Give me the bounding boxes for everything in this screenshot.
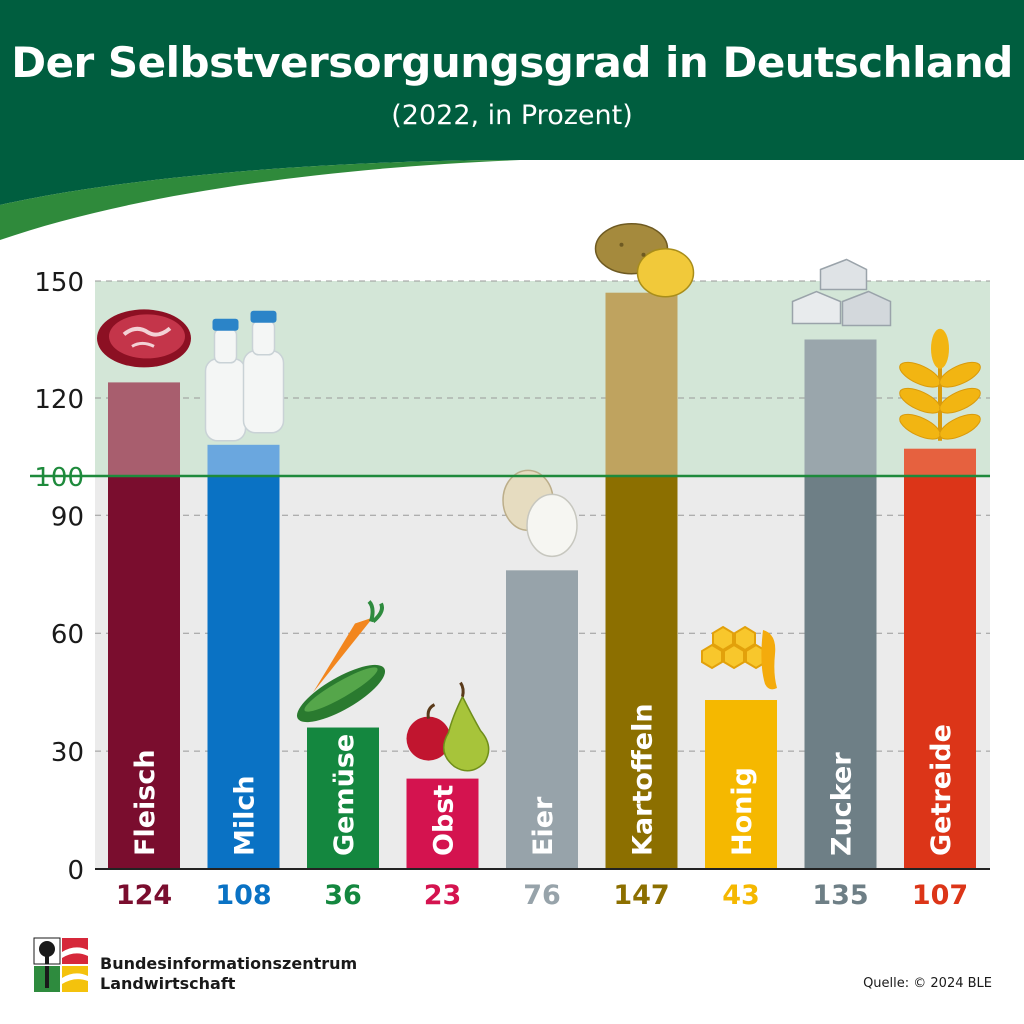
bar-zucker <box>804 476 877 869</box>
header-banner <box>0 0 1024 240</box>
bar-value-label: 124 <box>116 880 172 911</box>
bar-above-100-zucker <box>804 339 877 476</box>
sugar-cubes-icon <box>791 258 892 327</box>
y-tick-label: 150 <box>34 268 84 298</box>
bar-value-label: 23 <box>424 880 462 911</box>
bar-category-label: Milch <box>230 775 261 856</box>
organization-name: Bundesinformationszentrum Landwirtschaft <box>100 954 357 994</box>
y-tick-label: 90 <box>51 502 84 532</box>
header-background <box>0 0 1024 205</box>
bar-above-100-fleisch <box>108 382 180 476</box>
bar-category-label: Fleisch <box>130 749 161 856</box>
apple-pear-icon <box>406 681 490 772</box>
wheat-icon <box>899 328 981 441</box>
bar-category-label: Kartoffeln <box>628 703 659 856</box>
bar-value-label: 36 <box>324 880 362 911</box>
chart-title: Der Selbstversorgungsgrad in Deutschland <box>11 38 1013 87</box>
y-tick-label: 0 <box>67 856 84 886</box>
bar-honig <box>705 700 777 869</box>
y-tick-label: 100 <box>34 463 84 493</box>
bar-value-label: 43 <box>722 880 760 911</box>
bar-value-label: 147 <box>613 880 669 911</box>
bar-value-label: 76 <box>523 880 561 911</box>
potatoes-icon <box>594 222 695 298</box>
bar-above-100-milch <box>207 444 280 476</box>
y-tick-label: 60 <box>51 620 84 650</box>
bar-milch <box>207 476 280 869</box>
y-tick-label: 120 <box>34 385 84 415</box>
ble-logo <box>32 936 90 994</box>
bar-fleisch <box>108 476 180 869</box>
bar-category-label: Eier <box>528 796 559 856</box>
bar-value-label: 107 <box>912 880 968 911</box>
meat-icon <box>97 309 191 368</box>
carrot-cucumber-icon <box>296 600 386 723</box>
organization-name-line2: Landwirtschaft <box>100 974 236 993</box>
bar-eier <box>506 570 578 869</box>
chart-subtitle: (2022, in Prozent) <box>391 100 633 131</box>
bar-category-label: Obst <box>429 785 460 856</box>
bar-above-100-kartoffeln <box>605 292 678 476</box>
bar-value-label: 135 <box>812 880 868 911</box>
eggs-icon <box>502 469 578 558</box>
bar-obst <box>406 778 479 869</box>
bar-getreide <box>904 476 976 869</box>
y-tick-label: 30 <box>51 738 84 768</box>
organization-name-line1: Bundesinformationszentrum <box>100 954 358 973</box>
bar-value-label: 108 <box>215 880 271 911</box>
honeycomb-icon <box>701 625 777 690</box>
milk-bottles-icon <box>204 310 285 442</box>
source-note: Quelle: © 2024 BLE <box>863 976 992 991</box>
header-swoosh <box>0 160 520 240</box>
bar-above-100-getreide <box>904 448 976 476</box>
bar-category-label: Honig <box>727 767 758 856</box>
bar-kartoffeln <box>605 476 678 869</box>
bar-category-label: Getreide <box>926 724 957 856</box>
bar-category-label: Zucker <box>827 752 858 856</box>
bar-category-label: Gemüse <box>329 734 360 856</box>
bar-gemüse <box>307 727 379 869</box>
